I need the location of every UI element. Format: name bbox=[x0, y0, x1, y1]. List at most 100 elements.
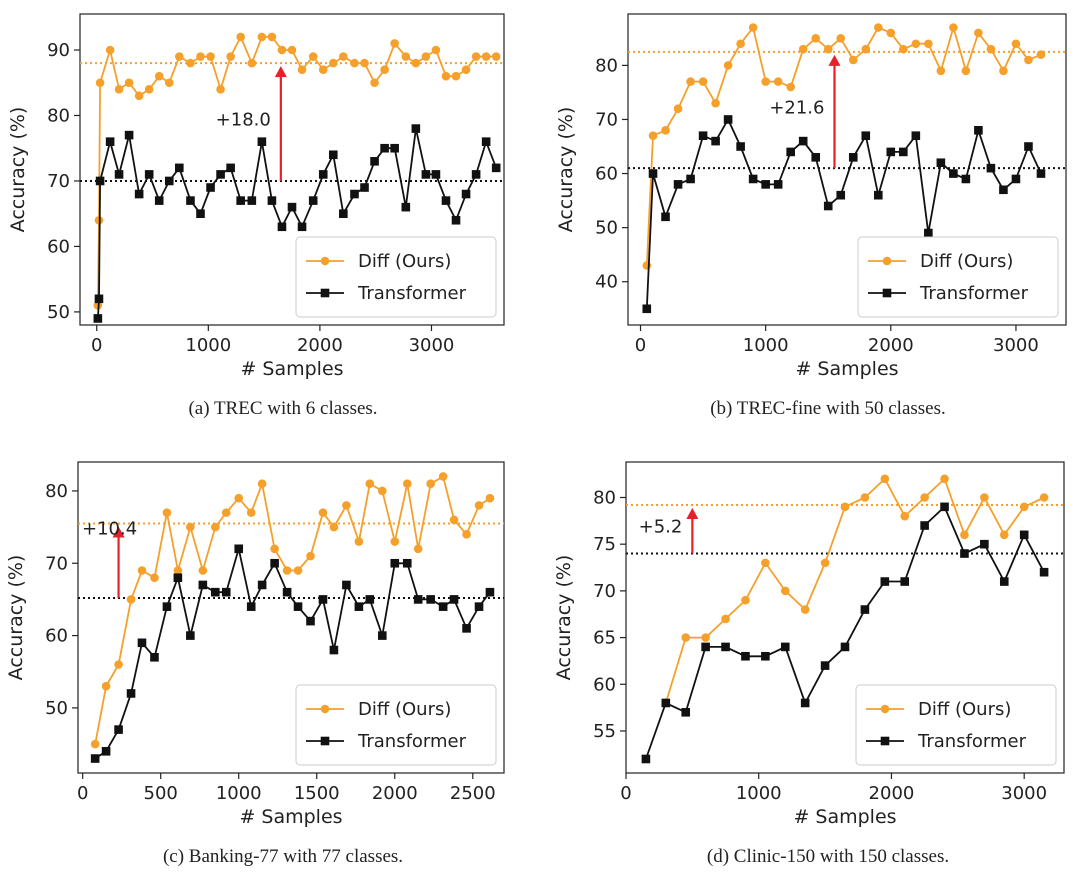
diff-series-point bbox=[144, 84, 154, 94]
diff-series-point bbox=[360, 58, 369, 68]
legend-swatch-marker bbox=[320, 256, 330, 266]
diff-series-point bbox=[350, 58, 359, 68]
transformer-series-point bbox=[282, 587, 292, 597]
legend-label: Diff (Ours) bbox=[920, 251, 1013, 272]
diff-series-point bbox=[402, 479, 412, 488]
caption-d: (d) Clinic-150 with 150 classes. bbox=[706, 846, 950, 867]
y-tick-label: 80 bbox=[593, 487, 616, 508]
caption-a: (a) TREC with 6 classes. bbox=[188, 398, 378, 419]
transformer-series-point bbox=[798, 136, 808, 146]
transformer-series-point bbox=[886, 147, 896, 157]
diff-series-point bbox=[211, 522, 220, 532]
transformer-series-point bbox=[226, 163, 235, 173]
diff-series-point bbox=[308, 52, 318, 61]
diff-series-point bbox=[306, 551, 315, 561]
diff-series-point bbox=[95, 78, 105, 88]
diff-series-point bbox=[365, 479, 375, 488]
transformer-series-point bbox=[114, 725, 123, 734]
transformer-series-point bbox=[221, 587, 231, 597]
legend-swatch-marker bbox=[320, 704, 330, 714]
transformer-series-point bbox=[134, 189, 144, 199]
chart-panel-banking-77: 0 500 1000 1500 2000 2500 50 60 70 80 # Samples Acc… bbox=[0, 448, 540, 842]
legend-label: Diff (Ours) bbox=[918, 699, 1011, 720]
diff-series-point bbox=[236, 32, 245, 42]
diff-series-point bbox=[1011, 39, 1021, 49]
improvement-label: +18.0 bbox=[216, 110, 271, 131]
transformer-series-point bbox=[173, 573, 183, 583]
diff-series-point bbox=[339, 52, 348, 61]
diff-series-point bbox=[961, 66, 971, 76]
diff-series-point bbox=[860, 493, 870, 502]
transformer-series-point bbox=[721, 642, 730, 652]
diff-series-point bbox=[673, 104, 683, 113]
diff-series-point bbox=[318, 65, 328, 74]
diff-series-point bbox=[461, 65, 471, 74]
transformer-series-point bbox=[126, 689, 136, 698]
x-axis-label: # Samples bbox=[240, 358, 343, 380]
diff-series-point bbox=[270, 544, 279, 554]
diff-series-point bbox=[1019, 502, 1029, 512]
transformer-series-point bbox=[211, 587, 220, 597]
transformer-series-point bbox=[960, 549, 969, 558]
transformer-series-point bbox=[196, 209, 205, 218]
transformer-series-point bbox=[377, 631, 387, 640]
diff-series-point bbox=[413, 544, 423, 554]
transformer-series-point bbox=[257, 580, 267, 590]
diff-series-point bbox=[282, 566, 292, 575]
transformer-series-point bbox=[162, 602, 172, 611]
transformer-series-point bbox=[293, 602, 303, 611]
diff-series-point bbox=[126, 595, 136, 604]
transformer-series-point bbox=[999, 577, 1009, 586]
improvement-arrow-head bbox=[112, 526, 125, 538]
transformer-series-point bbox=[234, 544, 244, 554]
transformer-series-point bbox=[236, 196, 245, 205]
diff-series-point bbox=[287, 45, 297, 55]
diff-series-point bbox=[811, 34, 821, 43]
chart-panel-trec: 0 1000 2000 3000 50 60 70 80 90 # Samples Accuracy… bbox=[0, 0, 540, 394]
transformer-series-point bbox=[257, 137, 267, 146]
diff-series-point bbox=[491, 52, 501, 61]
y-tick-label: 80 bbox=[45, 481, 68, 502]
diff-series-point bbox=[861, 44, 871, 54]
diff-series-point bbox=[206, 52, 215, 61]
x-axis-label: # Samples bbox=[795, 358, 898, 380]
transformer-series-point bbox=[999, 185, 1008, 195]
transformer-series-point bbox=[206, 183, 215, 192]
transformer-series-point bbox=[175, 163, 184, 173]
transformer-series-point bbox=[137, 638, 147, 648]
transformer-series-point bbox=[246, 602, 256, 611]
y-tick-label: 60 bbox=[595, 164, 618, 185]
diff-series-point bbox=[471, 52, 481, 61]
transformer-series-point bbox=[413, 595, 423, 604]
diff-series-point bbox=[960, 530, 969, 540]
chart-svg: 0 1000 2000 3000 40 50 60 70 80 # Samples Accuracy… bbox=[555, 13, 1067, 380]
transformer-series-point bbox=[661, 698, 671, 708]
x-tick-label: 0 bbox=[620, 783, 631, 804]
diff-series-point bbox=[1039, 493, 1049, 502]
transformer-series-point bbox=[402, 558, 412, 568]
x-axis-label: # Samples bbox=[793, 806, 896, 828]
diff-series-point bbox=[761, 77, 770, 86]
legend-label: Diff (Ours) bbox=[358, 699, 451, 720]
diff-series-point bbox=[924, 39, 933, 49]
legend-box bbox=[855, 684, 1057, 766]
transformer-series-point bbox=[308, 196, 318, 205]
diff-series-point bbox=[681, 633, 691, 642]
transformer-series-point bbox=[780, 642, 790, 652]
transformer-series-point bbox=[681, 707, 691, 717]
transformer-series-point bbox=[247, 196, 257, 205]
diff-series-point bbox=[426, 479, 435, 488]
diff-series-point bbox=[328, 58, 338, 68]
transformer-series-point bbox=[860, 605, 870, 614]
transformer-series-point bbox=[641, 754, 651, 764]
diff-series-point bbox=[773, 77, 783, 86]
transformer-series-point bbox=[911, 131, 921, 140]
diff-series-point bbox=[481, 52, 491, 61]
transformer-series-point bbox=[880, 577, 890, 586]
transformer-series-line bbox=[94, 548, 491, 760]
y-axis-label: Accuracy (%) bbox=[5, 555, 27, 681]
transformer-series-point bbox=[1039, 567, 1049, 577]
diff-series-point bbox=[90, 739, 100, 749]
diff-series-point bbox=[836, 34, 846, 43]
x-tick-label: 3000 bbox=[993, 335, 1039, 356]
